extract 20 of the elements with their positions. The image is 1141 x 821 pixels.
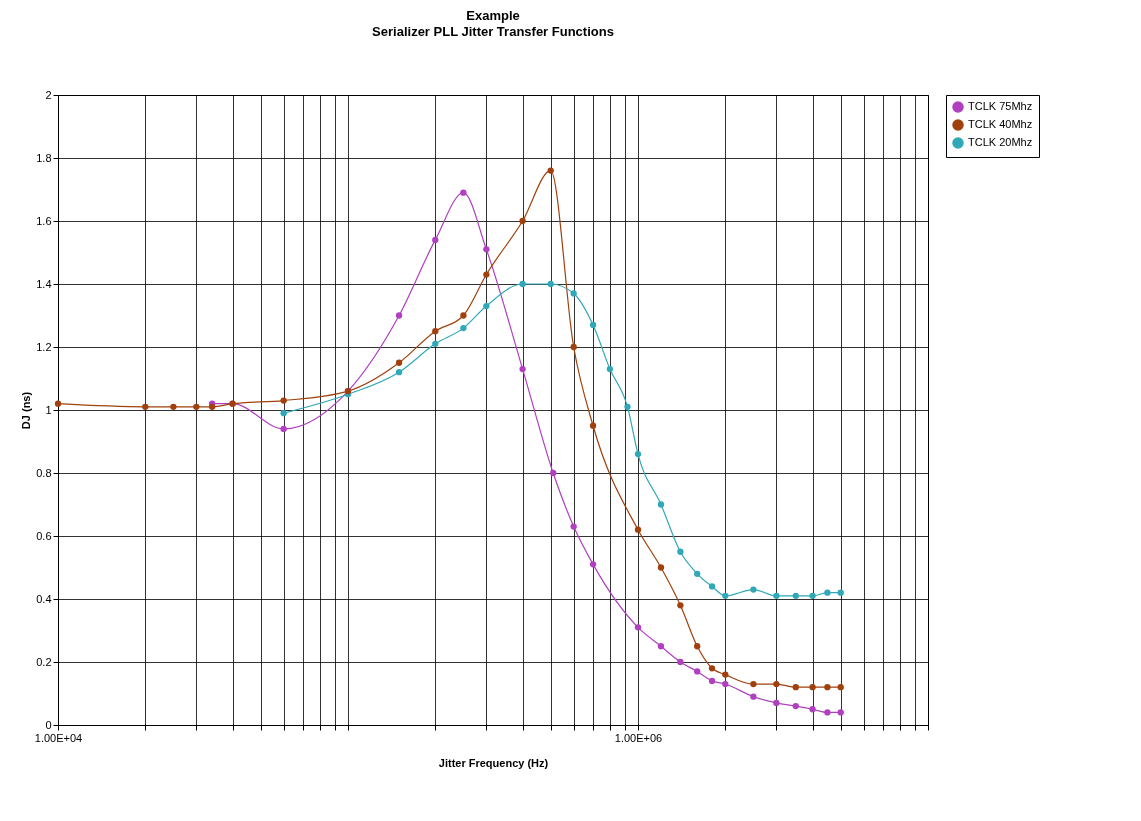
x-tick-label: 1.00E+06 xyxy=(614,731,663,744)
legend-label: TCLK 20Mhz xyxy=(968,136,1033,148)
y-tick-label: 0.4 xyxy=(36,592,52,605)
y-tick-label: 0.8 xyxy=(36,466,52,479)
y-tick-label: 1.8 xyxy=(36,151,52,164)
y-tick-label: 0 xyxy=(45,718,52,731)
y-tick-label: 1.6 xyxy=(36,214,52,227)
chart-title: Example xyxy=(466,8,520,23)
y-tick-label: 2 xyxy=(45,88,52,101)
y-tick-label: 1.4 xyxy=(36,277,52,290)
y-axis-title: DJ (ns) xyxy=(20,391,33,430)
x-tick-label: 1.00E+04 xyxy=(34,731,83,744)
y-tick-label: 0.6 xyxy=(36,529,52,542)
y-tick-label: 0.2 xyxy=(36,655,52,668)
y-tick-label: 1.2 xyxy=(36,340,52,353)
legend-label: TCLK 75Mhz xyxy=(968,100,1033,112)
chart-subtitle: Serializer PLL Jitter Transfer Functions xyxy=(372,24,614,39)
x-axis-title: Jitter Frequency (Hz) xyxy=(438,756,549,769)
y-tick-label: 1 xyxy=(45,403,52,416)
legend-label: TCLK 40Mhz xyxy=(968,118,1033,130)
